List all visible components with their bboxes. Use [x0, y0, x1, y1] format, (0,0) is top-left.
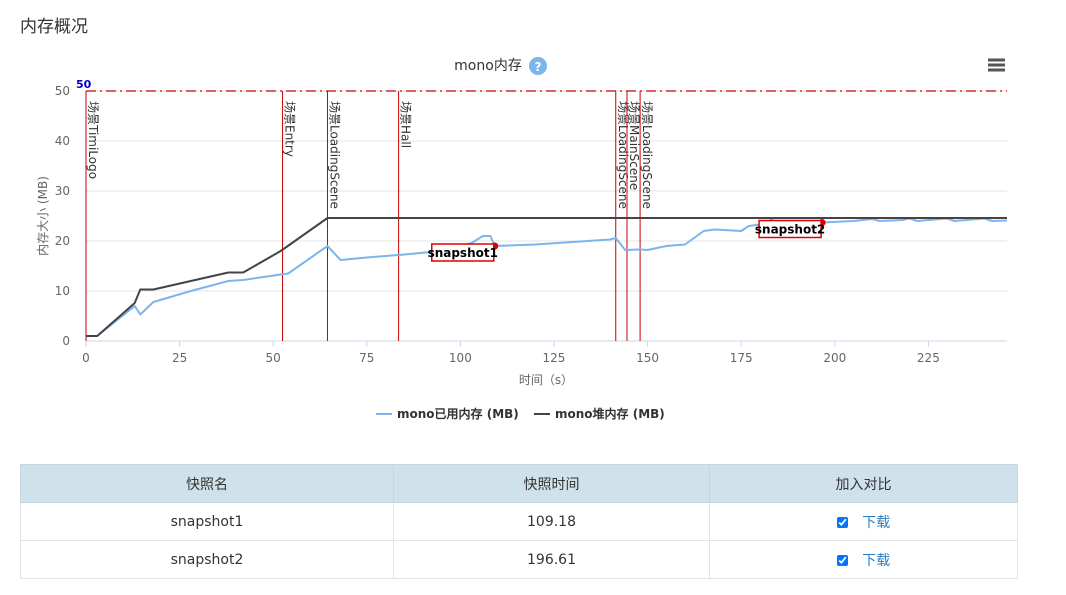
x-tick-label: 25 — [172, 351, 187, 365]
x-tick-label: 175 — [730, 351, 753, 365]
column-header-compare: 加入对比 — [709, 464, 1018, 503]
x-tick-label: 0 — [82, 351, 90, 365]
snapshot-label-box — [758, 219, 822, 239]
y-axis-label: 内存大小 (MB) — [36, 176, 50, 256]
snapshot-label-box — [431, 243, 495, 262]
snapshot-time-cell: 196.61 — [393, 540, 710, 579]
column-header-snapshot-time: 快照时间 — [393, 464, 710, 503]
y-tick-label: 20 — [55, 234, 70, 248]
compare-checkbox[interactable] — [836, 555, 848, 566]
x-tick-label: 50 — [266, 351, 281, 365]
menu-bar — [988, 63, 1005, 67]
menu-bar — [988, 68, 1005, 72]
snapshot-label: snapshot2 — [755, 223, 825, 237]
compare-cell: 下载 — [709, 502, 1018, 541]
x-tick-label: 125 — [543, 351, 566, 365]
y-tick-label: 30 — [55, 184, 70, 198]
download-link[interactable]: 下载 — [862, 552, 891, 569]
y-tick-label: 40 — [55, 134, 70, 148]
snapshot-name-cell: snapshot1 — [20, 502, 394, 541]
x-axis-label: 时间（s） — [519, 373, 573, 387]
scene-marker-label: 场景TimiLogo — [86, 101, 100, 179]
snapshot-time-cell: 109.18 — [393, 502, 710, 541]
column-header-snapshot-name: 快照名 — [20, 464, 394, 503]
snapshot-label: snapshot1 — [428, 246, 498, 260]
chart-title: mono内存 — [454, 58, 522, 74]
memory-chart: mono内存 ? 0 10 20 30 40 50 0 25 50 75 100 125 150 175 200… — [36, 57, 1008, 421]
y-tick-label: 50 — [55, 84, 70, 98]
menu-bar — [988, 58, 1005, 62]
x-tick-label: 200 — [823, 351, 846, 365]
scene-marker-label: 场景MainScene — [627, 101, 641, 190]
table-row: snapshot2 196.61 下载 — [20, 540, 1018, 579]
x-tick-label: 75 — [359, 351, 374, 365]
x-tick-label: 100 — [449, 351, 472, 365]
legend-item[interactable]: mono已用内存 (MB) — [397, 406, 519, 421]
compare-checkbox[interactable] — [836, 517, 848, 528]
snapshot-name-cell: snapshot2 — [20, 540, 394, 579]
scene-marker-label: 场景LoadingScene — [616, 101, 630, 209]
hamburger-menu-icon[interactable] — [988, 58, 1005, 72]
help-icon[interactable] — [529, 57, 547, 75]
series-line-2 — [86, 217, 1007, 337]
scene-marker-label: 场景Entry — [283, 101, 297, 157]
scene-marker-label: 场景LoadingScene — [640, 101, 654, 209]
download-link[interactable]: 下载 — [862, 514, 891, 531]
x-tick-label: 150 — [636, 351, 659, 365]
series-line-1 — [86, 217, 1008, 337]
y-tick-label: 0 — [62, 334, 70, 348]
y-tick-label: 10 — [55, 284, 70, 298]
scene-marker-label: 场景Hall — [399, 101, 413, 148]
x-tick-label: 225 — [917, 351, 940, 365]
scene-marker-label: 场景LoadingScene — [327, 101, 341, 209]
table-row: snapshot1 109.18 下载 — [20, 502, 1018, 541]
compare-cell: 下载 — [709, 540, 1018, 579]
table-header-row: 快照名 快照时间 加入对比 — [20, 464, 1018, 503]
threshold-label: 50 — [76, 78, 92, 91]
section-title: 内存概况 — [20, 17, 88, 37]
legend-item[interactable]: mono堆内存 (MB) — [555, 406, 665, 421]
help-icon-glyph: ? — [535, 60, 542, 74]
snapshot-table: 快照名 快照时间 加入对比 snapshot1 109.18 下载 snapsh… — [20, 464, 1018, 579]
